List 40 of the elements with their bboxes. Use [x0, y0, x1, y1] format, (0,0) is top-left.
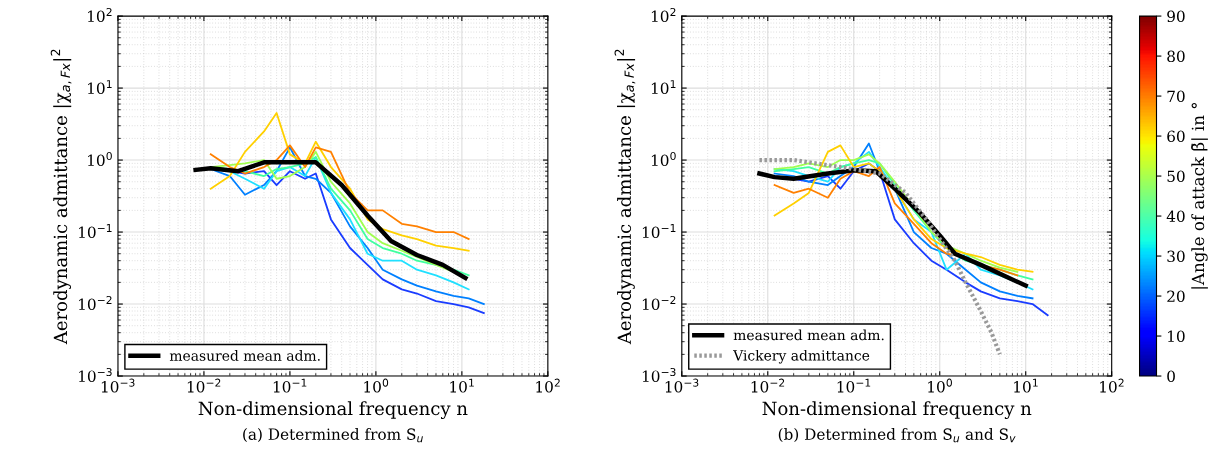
legend-label: Vickery admittance	[733, 349, 870, 364]
color-bar-label: 70	[1167, 90, 1185, 103]
y-tick-label: 10$^{−1}$	[79, 224, 112, 238]
x-axis-title: Non-dimensional frequency n	[762, 401, 1032, 419]
color-bar-label: 90	[1167, 10, 1185, 23]
y-tick-label: 10$^{−1}$	[642, 224, 676, 238]
color-bar-label: 0	[1167, 370, 1175, 383]
x-tick-label: 10$^{−1}$	[273, 378, 307, 393]
text: (a) Determined from S$_{u}$	[243, 428, 423, 443]
color-bar-title: |Angle of attack β̄| in °	[1191, 103, 1208, 289]
text: (b) Determined from S$_{u}$ and S$_{v}$	[778, 428, 1016, 443]
x-tick-label: 10$^{2}$	[536, 378, 560, 393]
x-tick-label: 10$^{1}$	[1014, 378, 1038, 393]
color-bar-label: 60	[1167, 130, 1185, 143]
x-tick-label: 10$^{1}$	[450, 378, 474, 393]
y-tick-label: 10$^{0}$	[651, 151, 676, 166]
y-tick-label: 10$^{2}$	[651, 7, 676, 22]
x-tick-label: 10$^{0}$	[364, 378, 389, 393]
color-bar-label: 50	[1167, 170, 1185, 183]
color-bar-label: 30	[1167, 250, 1185, 263]
x-tick-label: 10$^{2}$	[1100, 378, 1124, 393]
y-axis-title: Aerodynamic admittance |χ$_{a,Fx}$|$^{2}$	[614, 49, 636, 345]
color-bar-label: 40	[1166, 210, 1185, 223]
color-bar-label: 10	[1168, 330, 1185, 343]
color-bar-label: 80	[1167, 50, 1185, 63]
y-tick-label: 10$^{1}$	[651, 80, 676, 94]
y-tick-label: 10$^{−2}$	[642, 295, 676, 310]
y-tick-label: 10$^{−2}$	[79, 295, 112, 310]
color-bar-label: 20	[1167, 290, 1185, 303]
y-tick-label: 10$^{0}$	[88, 151, 112, 166]
x-tick-label: 10$^{−2}$	[187, 378, 221, 393]
legend-label: measured mean adm.	[169, 350, 320, 361]
x-tick-label: 10$^{0}$	[928, 378, 952, 393]
y-tick-label: 10$^{2}$	[88, 7, 112, 22]
y-tick-label: 10$^{1}$	[88, 80, 112, 94]
x-tick-label: 10$^{−2}$	[751, 378, 785, 393]
y-axis-title: Aerodynamic admittance |χ$_{a,Fx}$|$^{2}$	[50, 49, 72, 345]
legend-label: measured mean adm.	[733, 329, 884, 341]
x-axis-title: Non-dimensional frequency n	[198, 401, 468, 419]
x-tick-label: 10$^{−1}$	[837, 378, 871, 393]
